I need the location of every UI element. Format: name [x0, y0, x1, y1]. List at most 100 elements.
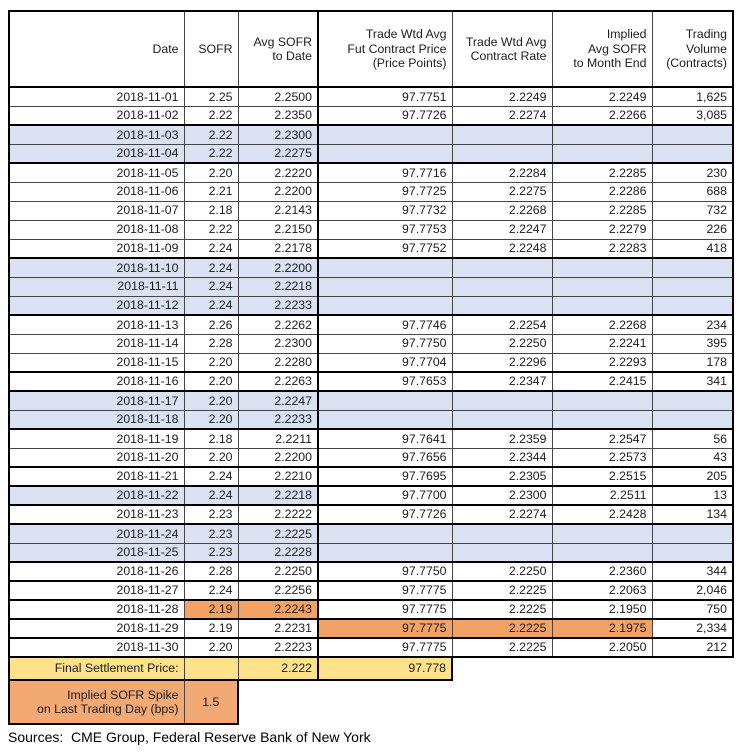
cell-fut-contract-price: 97.7695 — [317, 466, 453, 487]
table-row: 2018-11-11 2.24 2.2218 — [8, 276, 734, 297]
table-summary: Final Settlement Price: 2.222 97.778 Imp… — [8, 656, 733, 725]
table-row: 2018-11-22 2.24 2.2218 97.7700 2.2300 2.2511 1… — [8, 485, 734, 506]
cell-sofr: 2.20 — [183, 637, 239, 658]
cell-trading-volume — [651, 542, 734, 563]
cell-contract-rate: 2.2300 — [451, 485, 553, 506]
cell-implied-avg-sofr: 2.2573 — [551, 447, 653, 468]
cell-sofr: 2.22 — [183, 105, 239, 126]
cell-contract-rate: 2.2296 — [451, 352, 553, 373]
table-row: 2018-11-19 2.18 2.2211 97.7641 2.2359 2.2547 5… — [8, 428, 734, 449]
cell-avg-sofr-to-date: 2.2280 — [237, 352, 319, 373]
cell-fut-contract-price: 97.7753 — [317, 219, 453, 240]
cell-implied-avg-sofr: 2.2547 — [551, 428, 653, 449]
sources-note: Sources: CME Group, Federal Reserve Bank… — [8, 729, 371, 745]
cell-trading-volume: 56 — [651, 428, 734, 449]
final-settlement-row: Final Settlement Price: 2.222 97.778 — [8, 656, 733, 681]
cell-trading-volume: 395 — [651, 333, 734, 354]
cell-contract-rate: 2.2305 — [451, 466, 553, 487]
cell-sofr: 2.28 — [183, 561, 239, 582]
cell-trading-volume: 134 — [651, 504, 734, 525]
cell-contract-rate: 2.2225 — [451, 580, 553, 601]
implied-spike-value: 1.5 — [183, 679, 239, 725]
cell-fut-contract-price: 97.7700 — [317, 485, 453, 506]
table-row: 2018-11-09 2.24 2.2178 97.7752 2.2248 2.2283 4… — [8, 238, 734, 259]
cell-avg-sofr-to-date: 2.2300 — [237, 124, 319, 145]
cell-date: 2018-11-13 — [8, 314, 185, 335]
implied-spike-label: Implied SOFR Spike on Last Trading Day (… — [8, 679, 185, 725]
cell-fut-contract-price: 97.7716 — [317, 162, 453, 183]
header-sofr: SOFR — [183, 10, 239, 88]
cell-implied-avg-sofr: 2.2050 — [551, 637, 653, 658]
cell-contract-rate — [451, 295, 553, 316]
cell-avg-sofr-to-date: 2.2228 — [237, 542, 319, 563]
cell-contract-rate — [451, 124, 553, 145]
cell-date: 2018-11-15 — [8, 352, 185, 373]
table-header: Date SOFR Avg SOFR to Date Trade Wtd Avg… — [8, 10, 734, 88]
cell-contract-rate — [451, 276, 553, 297]
cell-implied-avg-sofr: 2.2285 — [551, 162, 653, 183]
cell-trading-volume: 1,625 — [651, 86, 734, 107]
table-row: 2018-11-02 2.22 2.2350 97.7726 2.2274 2.2266 3… — [8, 105, 734, 126]
empty-region — [452, 657, 733, 680]
cell-implied-avg-sofr — [551, 542, 653, 563]
cell-avg-sofr-to-date: 2.2222 — [237, 504, 319, 525]
table-row: 2018-11-01 2.25 2.2500 97.7751 2.2249 2.2249 1… — [8, 86, 734, 107]
cell-implied-avg-sofr: 2.2249 — [551, 86, 653, 107]
table-row: 2018-11-14 2.28 2.2300 97.7750 2.2250 2.2241 3… — [8, 333, 734, 354]
cell-date: 2018-11-17 — [8, 390, 185, 411]
cell-fut-contract-price: 97.7746 — [317, 314, 453, 335]
cell-trading-volume: 212 — [651, 637, 734, 658]
cell-fut-contract-price: 97.7775 — [317, 599, 453, 620]
cell-trading-volume: 688 — [651, 181, 734, 202]
header-trading-volume: Trading Volume (Contracts) — [651, 10, 734, 88]
cell-sofr: 2.23 — [183, 504, 239, 525]
cell-contract-rate: 2.2254 — [451, 314, 553, 335]
table-row: 2018-11-24 2.23 2.2225 — [8, 523, 734, 544]
cell-fut-contract-price — [317, 295, 453, 316]
implied-spike-row: Implied SOFR Spike on Last Trading Day (… — [8, 679, 733, 725]
cell-avg-sofr-to-date: 2.2200 — [237, 181, 319, 202]
table-row: 2018-11-12 2.24 2.2233 — [8, 295, 734, 316]
cell-fut-contract-price: 97.7704 — [317, 352, 453, 373]
cell-implied-avg-sofr — [551, 124, 653, 145]
cell-date: 2018-11-27 — [8, 580, 185, 601]
cell-implied-avg-sofr — [551, 257, 653, 278]
table-row: 2018-11-25 2.23 2.2228 — [8, 542, 734, 563]
cell-avg-sofr-to-date: 2.2178 — [237, 238, 319, 259]
table-row: 2018-11-28 2.19 2.2243 97.7775 2.2225 2.1950 7… — [8, 599, 734, 620]
cell-contract-rate: 2.2248 — [451, 238, 553, 259]
cell-date: 2018-11-16 — [8, 371, 185, 392]
cell-date: 2018-11-29 — [8, 618, 185, 639]
cell-avg-sofr-to-date: 2.2218 — [237, 276, 319, 297]
cell-implied-avg-sofr: 2.2360 — [551, 561, 653, 582]
cell-avg-sofr-to-date: 2.2223 — [237, 637, 319, 658]
cell-trading-volume: 43 — [651, 447, 734, 468]
table-row: 2018-11-17 2.20 2.2247 — [8, 390, 734, 411]
cell-avg-sofr-to-date: 2.2275 — [237, 143, 319, 164]
cell-date: 2018-11-26 — [8, 561, 185, 582]
cell-sofr: 2.20 — [183, 409, 239, 430]
cell-avg-sofr-to-date: 2.2262 — [237, 314, 319, 335]
cell-sofr: 2.22 — [183, 143, 239, 164]
cell-date: 2018-11-12 — [8, 295, 185, 316]
cell-trading-volume — [651, 295, 734, 316]
table-row: 2018-11-13 2.26 2.2262 97.7746 2.2254 2.2268 2… — [8, 314, 734, 335]
cell-date: 2018-11-23 — [8, 504, 185, 525]
cell-avg-sofr-to-date: 2.2200 — [237, 257, 319, 278]
cell-implied-avg-sofr — [551, 409, 653, 430]
cell-sofr: 2.24 — [183, 257, 239, 278]
cell-contract-rate: 2.2274 — [451, 105, 553, 126]
cell-trading-volume: 205 — [651, 466, 734, 487]
cell-date: 2018-11-28 — [8, 599, 185, 620]
cell-trading-volume — [651, 523, 734, 544]
cell-avg-sofr-to-date: 2.2225 — [237, 523, 319, 544]
table-row: 2018-11-10 2.24 2.2200 — [8, 257, 734, 278]
cell-avg-sofr-to-date: 2.2231 — [237, 618, 319, 639]
cell-trading-volume: 2,046 — [651, 580, 734, 601]
cell-sofr: 2.18 — [183, 200, 239, 221]
table-row: 2018-11-04 2.22 2.2275 — [8, 143, 734, 164]
table-row: 2018-11-07 2.18 2.2143 97.7732 2.2268 2.2285 7… — [8, 200, 734, 221]
cell-fut-contract-price — [317, 276, 453, 297]
cell-trading-volume: 341 — [651, 371, 734, 392]
